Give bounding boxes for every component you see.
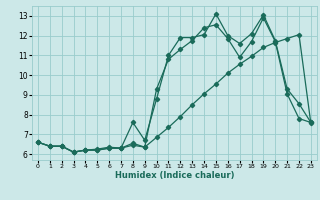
X-axis label: Humidex (Indice chaleur): Humidex (Indice chaleur) — [115, 171, 234, 180]
